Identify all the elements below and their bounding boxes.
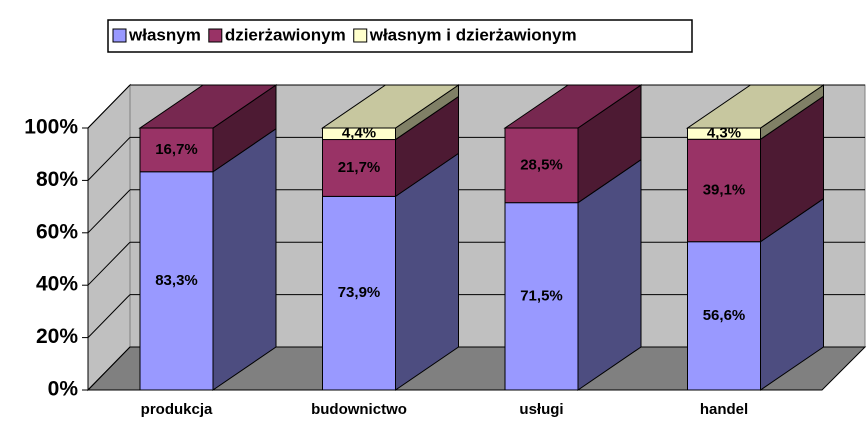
grid-line: [87, 137, 131, 181]
y-tick-label: 100%: [24, 116, 78, 139]
bar: [504, 202, 579, 391]
y-tick-label: 80%: [36, 168, 78, 191]
grid-line: [87, 84, 131, 129]
data-label: 28,5%: [520, 156, 563, 173]
grid-line: [87, 189, 131, 234]
bar: [322, 195, 396, 391]
y-tick-label: 40%: [36, 273, 78, 296]
y-tick-label: 0%: [48, 378, 79, 401]
y-tick-label: 20%: [36, 325, 78, 348]
legend-swatch: [208, 28, 223, 43]
bar: [139, 171, 214, 391]
legend-label: własnym i dzierżawionym: [369, 25, 577, 44]
grid-line: [87, 294, 131, 338]
x-tick-label: produkcja: [141, 401, 213, 418]
bar: [687, 241, 761, 391]
grid-line: [87, 241, 131, 286]
x-tick-label: handel: [700, 401, 748, 418]
y-tick-label: 60%: [36, 220, 78, 243]
legend-box: [107, 19, 693, 53]
data-label: 4,3%: [707, 125, 741, 142]
data-label: 39,1%: [703, 181, 746, 198]
x-tick-label: budownictwo: [311, 401, 407, 418]
data-label: 21,7%: [338, 159, 381, 176]
legend-swatch: [112, 28, 127, 43]
legend-label: dzierżawionym: [225, 25, 346, 44]
legend-label: własnym: [128, 25, 201, 44]
bar: [322, 139, 396, 197]
bar: [504, 127, 579, 204]
data-label: 16,7%: [155, 141, 198, 158]
x-tick-label: usługi: [519, 401, 563, 418]
legend-swatch: [353, 28, 368, 43]
bar-side: [212, 127, 277, 391]
data-label: 73,9%: [338, 284, 381, 301]
data-label: 56,6%: [703, 307, 746, 324]
bar-top: [503, 84, 643, 129]
bar: [687, 138, 761, 243]
bar-top: [685, 84, 826, 129]
left-wall: [87, 83, 131, 392]
grid-line: [87, 346, 131, 391]
data-label: 83,3%: [155, 272, 198, 289]
data-label: 71,5%: [520, 287, 563, 304]
data-label: 4,4%: [342, 125, 376, 142]
bar-top: [320, 84, 461, 129]
bar-top: [138, 84, 278, 129]
